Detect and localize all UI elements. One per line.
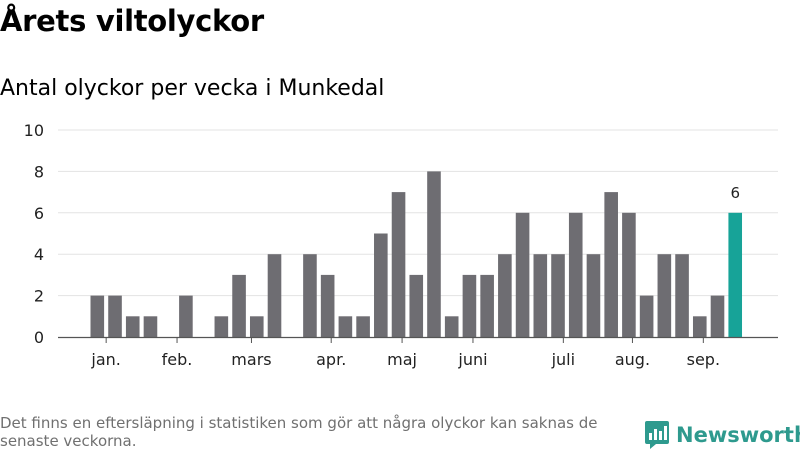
- x-tick-label: juni: [457, 350, 487, 369]
- y-tick-label: 10: [24, 121, 44, 140]
- bar: [391, 192, 406, 337]
- bar: [214, 316, 229, 337]
- x-tick-label: maj: [387, 350, 417, 369]
- bar: [622, 212, 636, 337]
- bar: [320, 274, 335, 337]
- bar: [498, 254, 512, 337]
- bar: [108, 295, 122, 337]
- y-tick-label: 6: [34, 204, 44, 223]
- bar: [125, 316, 140, 337]
- bar: [427, 171, 441, 337]
- bar: [303, 254, 317, 337]
- bar: [675, 254, 689, 337]
- bar: [533, 254, 548, 337]
- bar: [444, 316, 459, 337]
- chart-title: Årets viltolyckor: [0, 4, 264, 38]
- bar: [586, 254, 601, 337]
- bar: [374, 233, 388, 337]
- bar-chart: 0 2 4 6 8 10 6 jan. feb. mars apr. maj juni juli aug. s…: [24, 121, 778, 369]
- chart-subtitle: Antal olyckor per vecka i Munkedal: [0, 76, 385, 101]
- x-tick-label: apr.: [316, 350, 346, 369]
- y-tick-label: 8: [34, 162, 44, 181]
- x-tick-label: aug.: [615, 350, 650, 369]
- x-tick-label: sep.: [687, 350, 720, 369]
- bar: [639, 295, 654, 337]
- bar: [462, 274, 477, 337]
- bar: [480, 274, 494, 337]
- newsworthy-logo[interactable]: Newsworthy: [644, 420, 800, 450]
- bar: [568, 212, 583, 337]
- brand-name: Newsworthy: [676, 423, 800, 447]
- bar: [338, 316, 353, 337]
- y-tick-label: 2: [34, 287, 44, 306]
- bar: [249, 316, 264, 337]
- bar: [179, 295, 193, 337]
- bar: [710, 295, 725, 337]
- bar: [692, 316, 707, 337]
- y-tick-label: 0: [34, 328, 44, 347]
- x-tick-label: feb.: [162, 350, 193, 369]
- bar: [267, 254, 282, 337]
- bar: [551, 254, 565, 337]
- bar: [604, 192, 618, 337]
- y-tick-label: 4: [34, 245, 44, 264]
- bar: [143, 316, 158, 337]
- bars: [90, 171, 743, 337]
- bar: [356, 316, 370, 337]
- data-label: 6: [730, 184, 740, 202]
- bar: [232, 274, 246, 337]
- bar: [409, 274, 424, 337]
- x-tick-label: juli: [551, 350, 575, 369]
- bar-highlight: [728, 212, 743, 337]
- bar-chart-logo-icon: [645, 421, 669, 449]
- axes: [58, 336, 778, 343]
- bar: [515, 212, 530, 337]
- footnote: Det finns en eftersläpning i statistiken…: [0, 414, 598, 450]
- bar: [90, 295, 105, 337]
- bar: [657, 254, 672, 337]
- x-tick-label: mars: [231, 350, 271, 369]
- tick-labels: 0 2 4 6 8 10 6 jan. feb. mars apr. maj juni juli aug. s…: [24, 121, 740, 369]
- x-tick-label: jan.: [90, 350, 120, 369]
